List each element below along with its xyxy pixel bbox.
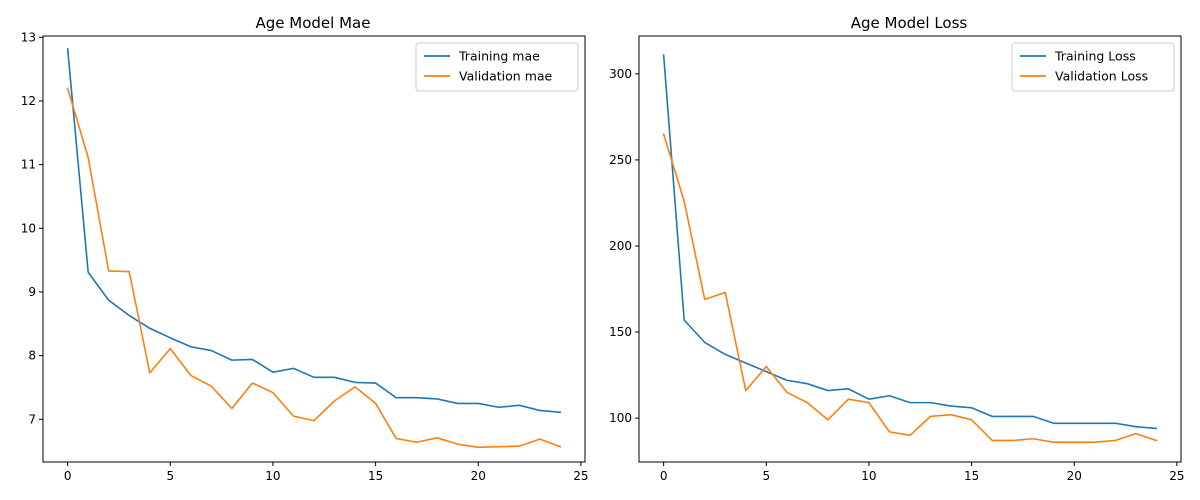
y-tick-label: 7 xyxy=(28,412,36,426)
y-tick-label: 300 xyxy=(609,67,632,81)
legend-label: Training mae xyxy=(458,49,540,64)
x-tick-label: 10 xyxy=(861,469,876,483)
y-tick-label: 12 xyxy=(21,94,36,108)
y-tick-label: 9 xyxy=(28,285,36,299)
series-line-training xyxy=(66,47,562,414)
plot-frame xyxy=(638,35,1182,463)
x-tick-label: 20 xyxy=(471,469,486,483)
y-tick-label: 11 xyxy=(21,158,36,172)
legend: Training mae Validation mae xyxy=(415,42,579,92)
legend: Training Loss Validation Loss xyxy=(1011,42,1175,92)
series-line-validation xyxy=(66,87,562,449)
legend-box xyxy=(1011,42,1175,92)
x-tick-label: 0 xyxy=(660,469,668,483)
x-tick-label: 15 xyxy=(964,469,979,483)
y-tick-label: 13 xyxy=(21,30,36,44)
x-tick-label: 5 xyxy=(762,469,770,483)
x-tick-label: 25 xyxy=(573,469,588,483)
x-tick-label: 25 xyxy=(1169,469,1184,483)
x-tick-label: 15 xyxy=(368,469,383,483)
x-tick-label: 0 xyxy=(64,469,72,483)
legend-label: Training Loss xyxy=(1054,49,1136,64)
x-tick-label: 10 xyxy=(265,469,280,483)
chart-title: Age Model Loss xyxy=(851,14,968,32)
y-tick-label: 10 xyxy=(21,221,36,235)
series-line-validation xyxy=(662,133,1158,444)
chart-age-model-mae: Age Model Mae 0 5 10 15 20 25 7 8 9 10 11 12 13 Train… xyxy=(21,14,589,483)
x-tick-label: 20 xyxy=(1067,469,1082,483)
legend-box xyxy=(415,42,579,92)
y-tick-label: 200 xyxy=(609,239,632,253)
legend-label: Validation Loss xyxy=(1055,69,1148,84)
chart-title: Age Model Mae xyxy=(256,14,371,32)
plot-frame xyxy=(42,35,586,463)
series-line-training xyxy=(662,54,1158,430)
legend-label: Validation mae xyxy=(459,69,553,84)
y-tick-label: 250 xyxy=(609,153,632,167)
y-tick-label: 150 xyxy=(609,325,632,339)
x-tick-label: 5 xyxy=(166,469,174,483)
y-tick-label: 100 xyxy=(609,411,632,425)
y-tick-label: 8 xyxy=(28,349,36,363)
chart-age-model-loss: Age Model Loss 0 5 10 15 20 25 100 150 200 250 300… xyxy=(609,14,1184,483)
